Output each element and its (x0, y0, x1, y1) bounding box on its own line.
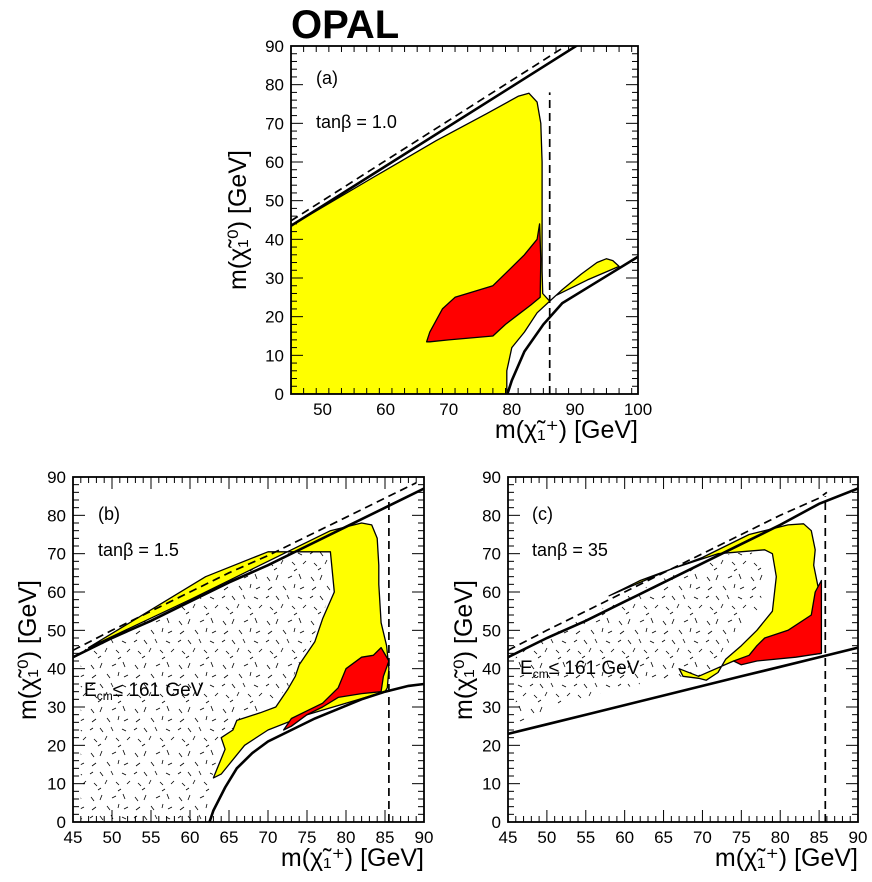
x-tick-label: 55 (142, 828, 161, 847)
y-tick-label: 90 (47, 468, 66, 487)
x-axis-title: m(χ̃₁⁺) [GeV] (281, 844, 424, 872)
y-tick-label: 0 (492, 813, 501, 832)
y-tick-label: 80 (482, 506, 501, 525)
plot-area (291, 46, 638, 394)
y-tick-label: 50 (47, 621, 66, 640)
x-axis-title: m(χ̃₁⁺) [GeV] (715, 844, 858, 872)
y-tick-label: 70 (482, 545, 501, 564)
y-tick-label: 60 (265, 153, 284, 172)
dashed-limit-line-1 (73, 482, 417, 652)
dashed-limit-line-1 (508, 491, 828, 652)
y-tick-label: 40 (265, 230, 284, 249)
y-axis-title: m(χ̃₁⁰) [GeV] (450, 580, 478, 720)
x-axis-title: m(χ̃₁⁺) [GeV] (495, 416, 638, 444)
x-tick-label: 65 (654, 828, 673, 847)
x-tick-label: 70 (693, 828, 712, 847)
y-tick-label: 30 (482, 698, 501, 717)
opal-label: OPAL (291, 3, 399, 47)
x-tick-label: 50 (537, 828, 556, 847)
plot-frame (72, 476, 425, 823)
y-tick-label: 80 (47, 506, 66, 525)
y-tick-label: 10 (47, 775, 66, 794)
y-axis-title: m(χ̃₁⁰) [GeV] (14, 580, 42, 720)
hatched-region-lower-energy (515, 551, 765, 727)
x-tick-label: 60 (615, 828, 634, 847)
kinematic-limit-line-2 (508, 646, 858, 736)
x-tick-label: 70 (259, 828, 278, 847)
kinematic-limit-line-0 (73, 487, 424, 659)
plot-frame (290, 45, 639, 395)
y-tick-label: 40 (482, 660, 501, 679)
y-tick-label: 20 (47, 736, 66, 755)
ecm-label: Ecm≤ 161 GeV (84, 680, 204, 703)
plot-frame (507, 476, 859, 823)
x-tick-label: 45 (499, 828, 518, 847)
y-tick-label: 30 (47, 698, 66, 717)
excluded-region-red (282, 646, 390, 731)
y-tick-label: 50 (265, 192, 284, 211)
y-tick-label: 60 (47, 583, 66, 602)
x-tick-label: 85 (810, 828, 829, 847)
kinematic-limit-line-2 (506, 255, 638, 394)
y-tick-label: 30 (265, 269, 284, 288)
y-tick-label: 60 (482, 583, 501, 602)
kinematic-limit-line-2 (208, 682, 424, 822)
x-tick-label: 90 (849, 828, 868, 847)
x-tick-label: 90 (565, 400, 584, 419)
y-tick-label: 20 (482, 736, 501, 755)
y-tick-label: 10 (265, 346, 284, 365)
panel-label: (b) (98, 504, 120, 524)
panel-label: (a) (316, 68, 338, 88)
x-tick-label: 65 (220, 828, 239, 847)
y-tick-label: 90 (482, 468, 501, 487)
tanbeta-label: tanβ = 1.0 (316, 112, 397, 132)
x-tick-label: 50 (313, 400, 332, 419)
y-tick-label: 20 (265, 308, 284, 327)
x-tick-label: 50 (103, 828, 122, 847)
panel-label: (c) (532, 504, 553, 524)
panel-b: 45 50 55 60 65 70 75 80 85 900102030405060708090m… (14, 468, 433, 872)
y-tick-label: 50 (482, 621, 501, 640)
y-axis-title: m(χ̃₁⁰) [GeV] (224, 150, 252, 290)
x-tick-label: 55 (576, 828, 595, 847)
tanbeta-label: tanβ = 1.5 (98, 540, 179, 560)
x-tick-label: 85 (376, 828, 395, 847)
panel-c: 45 50 55 60 65 70 75 80 85 900102030405060708090m… (450, 468, 867, 872)
x-tick-label: 75 (732, 828, 751, 847)
y-tick-label: 80 (265, 76, 284, 95)
excluded-region-red (732, 579, 823, 666)
y-tick-label: 0 (275, 385, 284, 404)
tanbeta-label: tanβ = 35 (532, 540, 608, 560)
y-tick-label: 70 (47, 545, 66, 564)
excluded-region-yellow (291, 92, 620, 394)
x-tick-label: 45 (64, 828, 83, 847)
plot-area (73, 482, 424, 822)
y-tick-label: 10 (482, 775, 501, 794)
excluded-region-red (425, 223, 542, 343)
kinematic-limit-line-0 (508, 487, 858, 659)
plot-area (508, 487, 858, 822)
x-tick-label: 80 (502, 400, 521, 419)
x-tick-label: 80 (337, 828, 356, 847)
x-tick-label: 90 (415, 828, 434, 847)
panel-a: 50 60 70 80 90 1000102030405060708090m(χ̃₁⁺) … (224, 37, 652, 444)
x-tick-label: 75 (298, 828, 317, 847)
y-tick-label: 90 (265, 37, 284, 56)
y-tick-label: 40 (47, 660, 66, 679)
ecm-label: Ecm≤ 161 GeV (520, 658, 640, 681)
x-tick-label: 60 (376, 400, 395, 419)
x-tick-label: 70 (439, 400, 458, 419)
x-tick-label: 60 (181, 828, 200, 847)
y-tick-label: 0 (57, 813, 66, 832)
x-tick-label: 100 (624, 400, 652, 419)
y-tick-label: 70 (265, 114, 284, 133)
x-tick-label: 80 (771, 828, 790, 847)
